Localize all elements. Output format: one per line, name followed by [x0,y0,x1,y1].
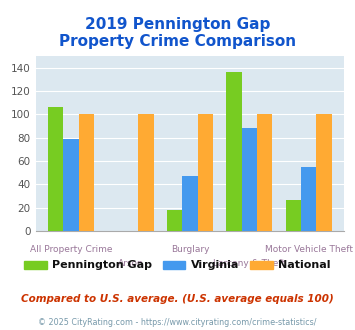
Text: Arson: Arson [118,259,143,268]
Bar [285,200,301,231]
Text: Compared to U.S. average. (U.S. average equals 100): Compared to U.S. average. (U.S. average … [21,294,334,304]
Text: Larceny & Theft: Larceny & Theft [213,259,285,268]
Bar [198,115,213,231]
Text: All Property Crime: All Property Crime [30,245,113,254]
Bar [182,176,198,231]
Text: © 2025 CityRating.com - https://www.cityrating.com/crime-statistics/: © 2025 CityRating.com - https://www.city… [38,318,317,327]
Text: Burglary: Burglary [171,245,209,254]
Legend: Pennington Gap, Virginia, National: Pennington Gap, Virginia, National [20,256,335,275]
Text: Motor Vehicle Theft: Motor Vehicle Theft [265,245,353,254]
Text: 2019 Pennington Gap
Property Crime Comparison: 2019 Pennington Gap Property Crime Compa… [59,16,296,49]
Bar [79,115,94,231]
Bar [257,115,273,231]
Bar [226,72,242,231]
Bar [167,210,182,231]
Bar [316,115,332,231]
Bar [301,167,316,231]
Bar [138,115,154,231]
Bar [48,107,64,231]
Bar [64,139,79,231]
Bar [242,128,257,231]
